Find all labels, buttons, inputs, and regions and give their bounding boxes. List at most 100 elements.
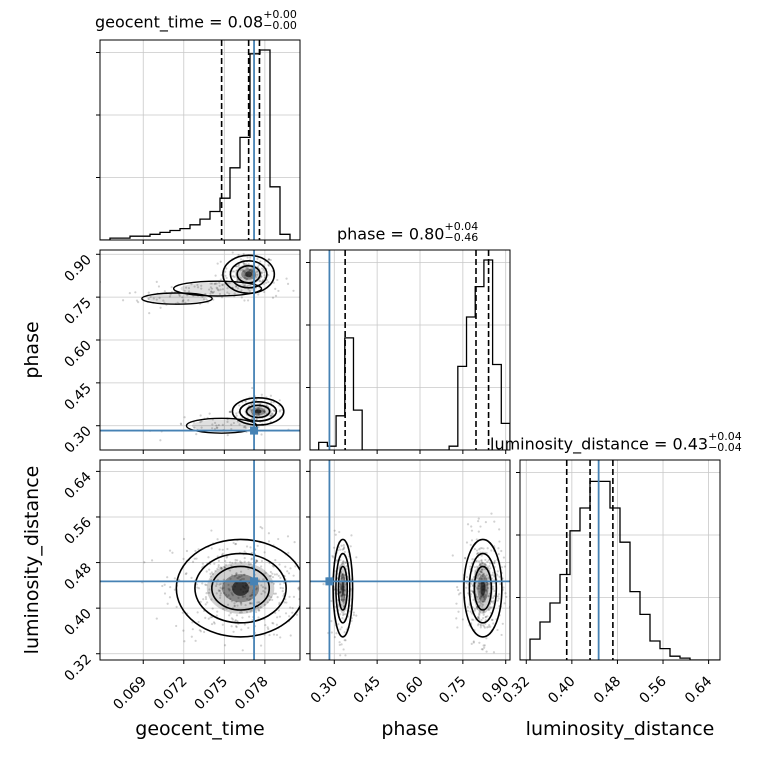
x-tick-label-luminosity_distance: 0.40 [545,674,578,707]
scatter-point [221,623,224,626]
scatter-point [238,423,241,426]
scatter-point [477,622,480,626]
density-region [191,419,252,433]
scatter-point [286,282,290,285]
scatter-point [478,611,481,614]
scatter-point [478,590,481,593]
scatter-point [170,286,173,289]
title-luminosity-distance-value: luminosity_distance = 0.43 [490,434,709,454]
scatter-point [240,611,243,614]
scatter-point [339,654,342,657]
scatter-point [229,410,232,413]
scatter-point [289,634,292,637]
scatter-point [332,546,336,549]
scatter-point [155,298,158,301]
scatter-point [479,597,482,600]
scatter-point [222,578,225,581]
scatter-point [214,569,217,573]
scatter-point [212,290,216,293]
scatter-point [477,517,480,520]
scatter-point [201,295,204,298]
scatter-point [493,559,496,563]
scatter-point [479,547,482,550]
scatter-point [343,577,346,580]
scatter-point [240,602,243,605]
scatter-point [236,420,239,423]
scatter-point [232,541,235,545]
scatter-point [466,605,469,608]
scatter-point [266,601,269,604]
scatter-point [489,625,492,628]
scatter-point [205,298,208,301]
scatter-point [244,286,247,289]
contour-line [245,404,271,419]
scatter-point [480,618,483,622]
x-axis-label-phase: phase [381,718,438,740]
scatter-point [163,583,166,586]
scatter-point [476,587,479,591]
scatter-point [229,410,232,413]
scatter-point [341,573,345,576]
scatter-point [232,630,235,633]
scatter-point [240,628,243,631]
scatter-point [486,586,490,590]
scatter-point [224,559,227,563]
scatter-point [221,283,224,287]
scatter-point [343,631,346,634]
scatter-point [231,592,234,596]
scatter-point [200,287,203,290]
scatter-point [292,595,296,598]
scatter-point [481,605,484,608]
scatter-point [231,287,234,290]
scatter-point [200,284,203,287]
scatter-point [502,556,506,559]
panel-luminosity_distance-vs-phase: 0.30 0.45 0.60 0.75 0.90 [306,459,513,707]
scatter-point [216,426,219,429]
scatter-point [457,588,460,592]
scatter-point [480,562,483,565]
scatter-point [274,287,277,290]
scatter-point [232,270,236,273]
scatter-point [243,573,246,576]
scatter-point [474,571,477,574]
panel-geocent_time-vs-geocent_time [96,39,301,244]
x-tick-label-luminosity_distance: 0.64 [682,673,715,706]
scatter-point [475,538,478,541]
scatter-point [270,401,273,404]
scatter-point [221,548,224,551]
scatter-point [301,598,303,600]
scatter-point [490,577,494,580]
scatter-point [219,288,222,291]
scatter-point [500,549,503,553]
scatter-point [478,597,481,600]
scatter-point [274,559,277,562]
scatter-point [342,562,345,565]
scatter-point [343,598,346,602]
scatter-point [321,570,323,572]
scatter-point [206,601,209,604]
scatter-point [218,596,222,599]
x-tick-label-geocent_time: 0.075 [191,674,231,714]
scatter-point [471,584,475,588]
scatter-point [211,291,214,294]
scatter-point [484,616,487,619]
contour-line [335,552,351,624]
scatter-point [236,279,239,282]
scatter-point [339,585,342,588]
scatter-point [236,619,239,623]
scatter-point [240,296,243,299]
histogram-luminosity_distance [520,480,720,660]
scatter-point [273,409,276,412]
scatter-point [239,560,242,563]
scatter-point [224,593,228,596]
scatter-point [478,612,481,615]
scatter-point [218,548,221,551]
scatter-point [256,559,259,562]
scatter-point [182,299,185,302]
scatter-point [256,273,259,276]
scatter-point [339,595,343,598]
scatter-point [207,617,210,620]
scatter-point [473,607,477,610]
scatter-point [213,562,216,565]
scatter-point [278,601,281,605]
